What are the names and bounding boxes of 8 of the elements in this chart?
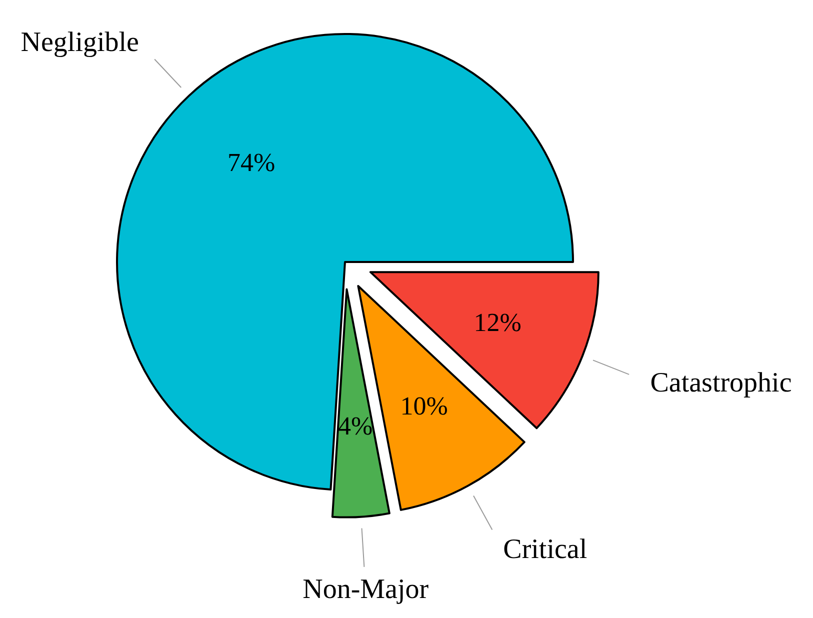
- data-label: 10%: [400, 391, 448, 420]
- slice-label: Negligible: [20, 27, 139, 58]
- data-label: 12%: [474, 308, 522, 337]
- slice-label: Non-Major: [302, 574, 430, 606]
- slice-label: Critical: [503, 534, 588, 566]
- slice-label: Catastrophic: [650, 367, 792, 398]
- data-label: 4%: [338, 411, 373, 440]
- data-label: 74%: [228, 148, 276, 177]
